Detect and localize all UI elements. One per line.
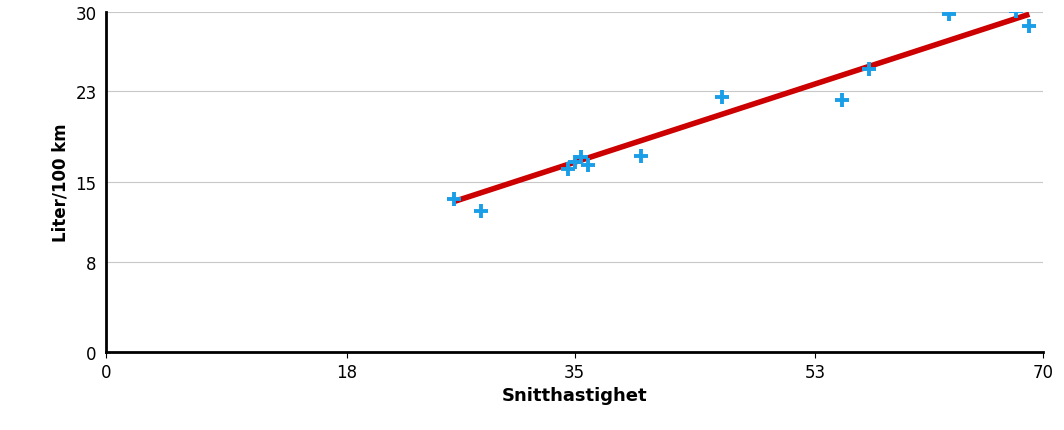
Point xyxy=(1020,23,1037,30)
Point xyxy=(861,66,878,73)
Point xyxy=(833,98,850,104)
Point xyxy=(1008,8,1025,15)
Y-axis label: Liter/100 km: Liter/100 km xyxy=(52,123,70,242)
Point xyxy=(713,95,730,101)
Point xyxy=(472,208,489,215)
Point xyxy=(941,12,958,18)
Point xyxy=(446,196,463,203)
Point xyxy=(633,153,650,160)
Point xyxy=(560,166,577,172)
Point xyxy=(566,159,583,166)
Point xyxy=(580,163,597,169)
X-axis label: Snitthastighet: Snitthastighet xyxy=(502,387,647,405)
Point xyxy=(572,154,589,161)
